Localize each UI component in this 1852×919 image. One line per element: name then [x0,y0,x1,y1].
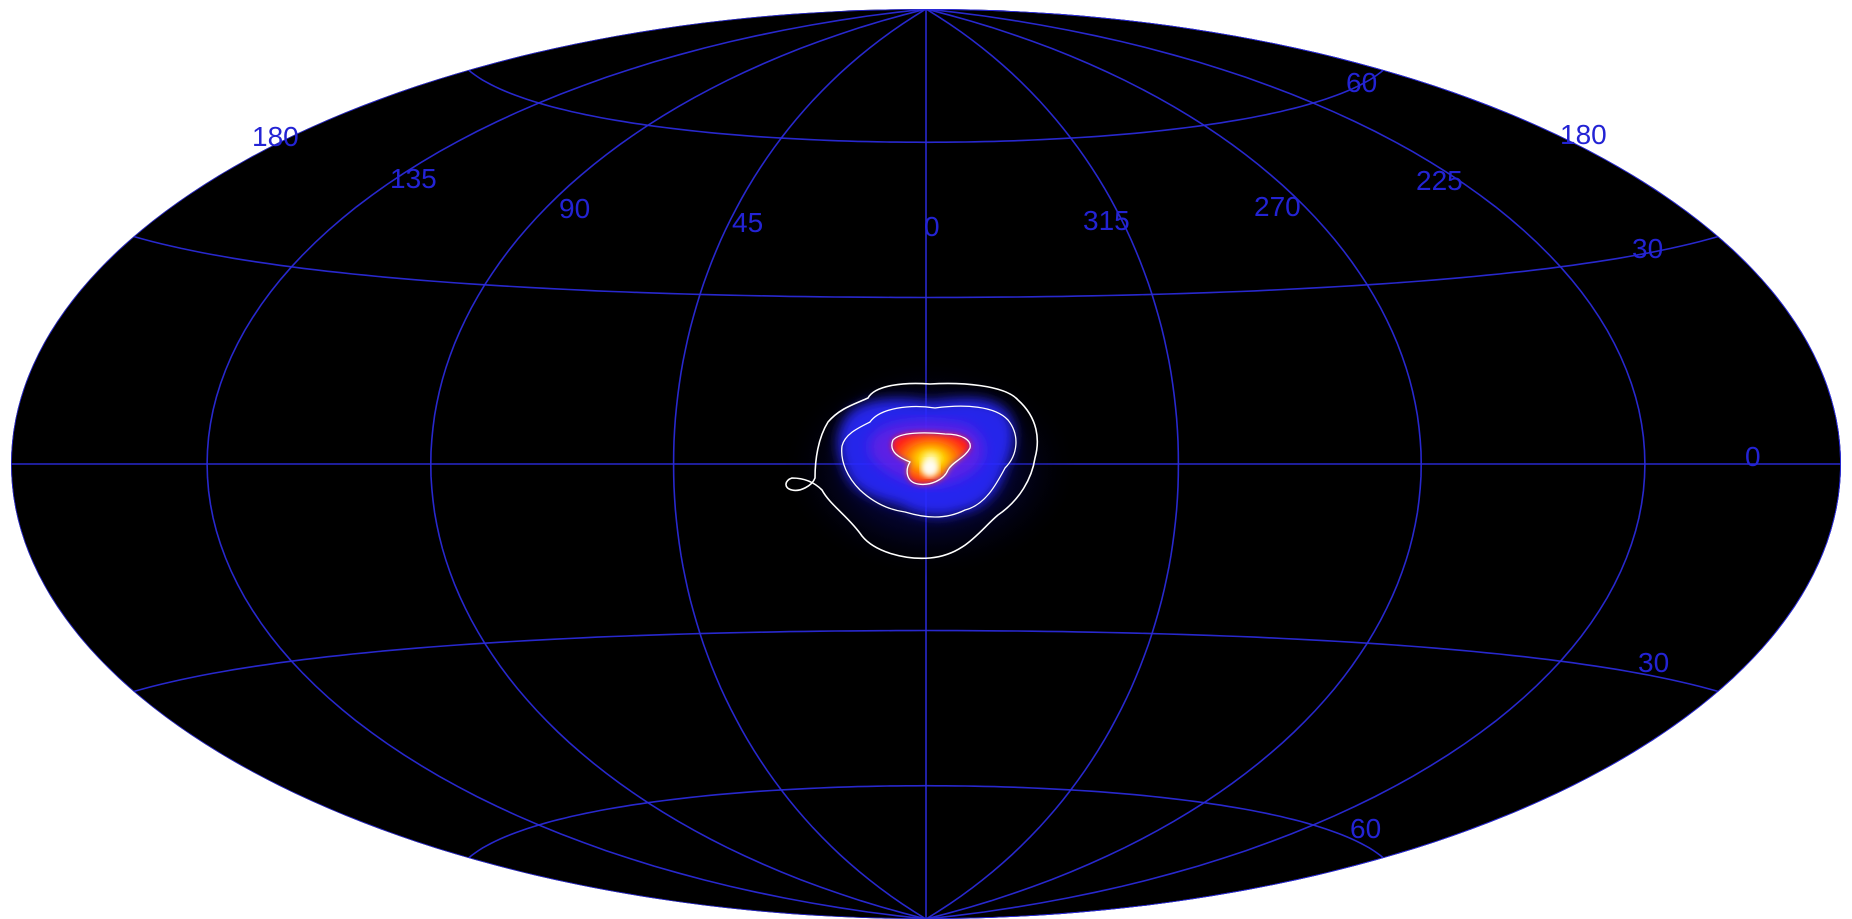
parallel-line [467,69,1385,144]
contour-outer [785,382,1039,560]
lat-label-30-south: 30 [1638,647,1669,678]
lon-label-180-right: 180 [1560,119,1607,150]
lon-label-315: 315 [1083,205,1130,236]
lon-label-90: 90 [559,193,590,224]
lat-label-60-north: 60 [1346,67,1377,98]
contour-inner [891,432,971,486]
lon-label-180-left: 180 [252,121,299,152]
lon-label-270: 270 [1254,191,1301,222]
emission-core [891,432,971,485]
parallel-line [133,629,1719,693]
contour-middle [841,405,1017,518]
emission-map [780,358,1080,578]
emission-peak [921,459,939,477]
lon-label-225: 225 [1416,165,1463,196]
lat-label-30-north: 30 [1632,233,1663,264]
lon-label-0: 0 [924,211,940,242]
grid-labels: 180 135 90 45 0 315 270 225 180 60 30 0 … [252,67,1761,844]
parallel-line [467,784,1385,859]
lon-label-135: 135 [390,163,437,194]
parallel-line [133,235,1719,299]
lon-label-45: 45 [732,207,763,238]
boundary-line [925,9,1841,919]
lat-label-0: 0 [1745,441,1761,472]
lat-label-60-south: 60 [1350,813,1381,844]
